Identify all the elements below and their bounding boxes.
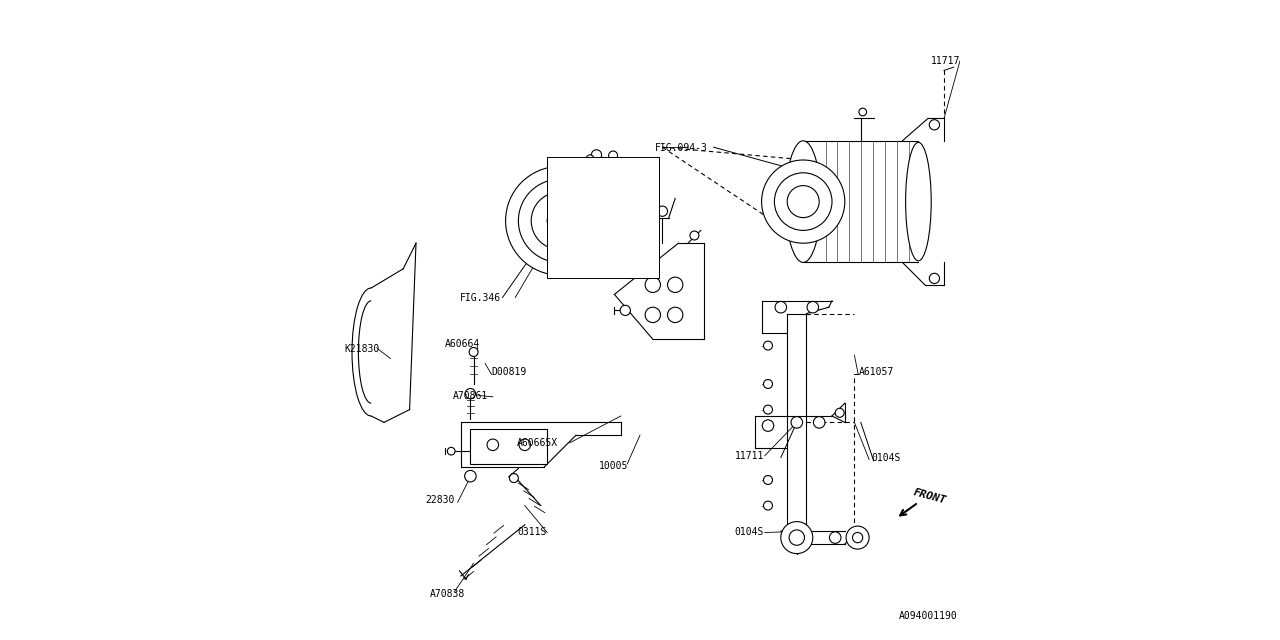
Circle shape bbox=[466, 388, 476, 399]
Text: A60664: A60664 bbox=[445, 339, 480, 349]
Circle shape bbox=[808, 301, 819, 313]
Circle shape bbox=[609, 151, 618, 160]
Circle shape bbox=[520, 439, 530, 451]
Text: FRONT: FRONT bbox=[911, 487, 947, 505]
Circle shape bbox=[776, 301, 786, 313]
Ellipse shape bbox=[786, 141, 820, 262]
Circle shape bbox=[763, 341, 773, 350]
Circle shape bbox=[781, 522, 813, 554]
Text: 0311S: 0311S bbox=[517, 527, 547, 538]
Text: FIG.094-3: FIG.094-3 bbox=[655, 143, 708, 154]
Circle shape bbox=[763, 405, 773, 414]
Text: K21830: K21830 bbox=[344, 344, 380, 354]
Circle shape bbox=[591, 150, 602, 160]
Text: 22830: 22830 bbox=[425, 495, 454, 506]
Circle shape bbox=[763, 501, 773, 510]
Text: 11711: 11711 bbox=[735, 451, 764, 461]
Text: A61057: A61057 bbox=[859, 367, 895, 378]
Circle shape bbox=[448, 447, 456, 455]
Circle shape bbox=[658, 206, 668, 216]
Bar bbox=[550, 170, 640, 272]
Circle shape bbox=[668, 277, 684, 292]
Circle shape bbox=[645, 307, 660, 323]
Circle shape bbox=[787, 186, 819, 218]
Circle shape bbox=[929, 120, 940, 130]
Circle shape bbox=[814, 417, 826, 428]
Circle shape bbox=[763, 420, 774, 431]
Circle shape bbox=[645, 277, 660, 292]
Circle shape bbox=[668, 307, 684, 323]
Circle shape bbox=[518, 179, 602, 262]
Text: 10005: 10005 bbox=[599, 461, 627, 471]
Circle shape bbox=[788, 530, 804, 545]
Circle shape bbox=[929, 273, 940, 284]
Circle shape bbox=[486, 439, 499, 451]
Circle shape bbox=[468, 348, 479, 356]
Text: A094001190: A094001190 bbox=[900, 611, 957, 621]
Text: FIG.346: FIG.346 bbox=[460, 292, 500, 303]
Circle shape bbox=[829, 532, 841, 543]
Text: 11717: 11717 bbox=[932, 56, 960, 66]
Circle shape bbox=[506, 166, 614, 275]
Text: D00819: D00819 bbox=[492, 367, 527, 378]
Circle shape bbox=[531, 192, 589, 250]
Circle shape bbox=[644, 231, 655, 243]
Circle shape bbox=[835, 408, 845, 417]
Text: 0104S: 0104S bbox=[735, 527, 764, 538]
Bar bbox=[471, 429, 548, 464]
Circle shape bbox=[509, 474, 518, 483]
Text: 0104S: 0104S bbox=[872, 452, 901, 463]
Bar bbox=[548, 157, 659, 278]
Text: A60665X: A60665X bbox=[517, 438, 558, 448]
Circle shape bbox=[763, 476, 773, 484]
Circle shape bbox=[690, 231, 699, 240]
Text: A70861: A70861 bbox=[453, 390, 489, 401]
Circle shape bbox=[548, 208, 573, 234]
Circle shape bbox=[791, 417, 803, 428]
Circle shape bbox=[762, 160, 845, 243]
Circle shape bbox=[763, 380, 773, 388]
Text: A70838: A70838 bbox=[430, 589, 466, 599]
Ellipse shape bbox=[906, 143, 932, 261]
Circle shape bbox=[846, 526, 869, 549]
Circle shape bbox=[620, 305, 630, 316]
Circle shape bbox=[586, 155, 594, 163]
Circle shape bbox=[465, 470, 476, 482]
Circle shape bbox=[774, 173, 832, 230]
Circle shape bbox=[859, 108, 867, 116]
Circle shape bbox=[852, 532, 863, 543]
